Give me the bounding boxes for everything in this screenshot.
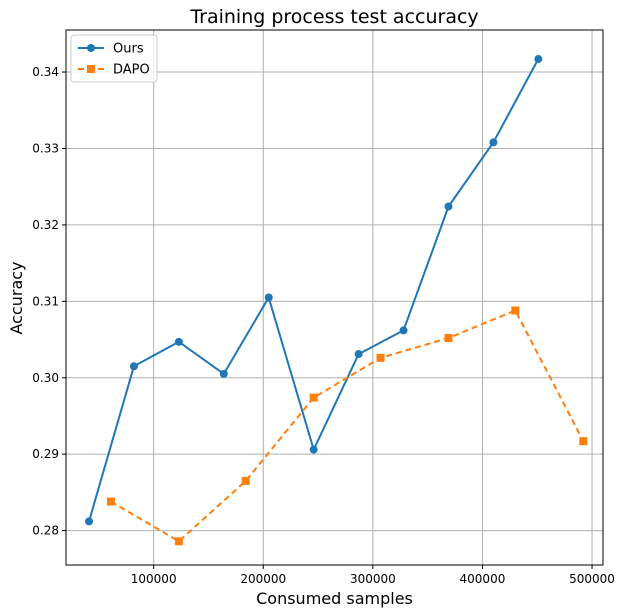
- y-tick-label: 0.28: [32, 524, 59, 538]
- y-tick-label: 0.30: [32, 371, 59, 385]
- data-point-ours: [219, 369, 228, 378]
- data-point-dapo: [511, 306, 520, 315]
- y-axis: 0.28 0.29 0.30 0.31 0.32 0.33 0.34: [32, 65, 66, 538]
- data-point-dapo: [174, 537, 183, 546]
- x-tick-label: 100000: [131, 572, 177, 586]
- plot-background: [66, 30, 603, 565]
- data-point-ours: [264, 293, 273, 302]
- legend-label-ours: Ours: [113, 42, 144, 57]
- x-tick-label: 400000: [460, 572, 506, 586]
- data-point-ours: [85, 517, 94, 526]
- data-point-ours: [309, 445, 318, 454]
- data-point-ours: [489, 138, 498, 147]
- data-point-dapo: [309, 393, 318, 402]
- legend-marker-dapo: [87, 65, 95, 73]
- legend: Ours DAPO: [70, 34, 158, 83]
- x-tick-label: 200000: [240, 572, 286, 586]
- data-point-ours: [444, 202, 453, 211]
- plot-frame: [65, 29, 604, 566]
- series-line-dapo: [110, 309, 585, 543]
- data-point-ours: [174, 337, 183, 346]
- x-tick-label: 300000: [350, 572, 396, 586]
- data-point-dapo: [376, 353, 385, 362]
- y-tick-label: 0.31: [32, 294, 59, 308]
- y-tick-label: 0.33: [32, 141, 59, 155]
- data-point-dapo: [106, 497, 115, 506]
- series-layer: [85, 55, 588, 546]
- data-point-dapo: [579, 437, 588, 446]
- y-tick-label: 0.29: [32, 447, 59, 461]
- x-axis-title: Consumed samples: [256, 589, 413, 608]
- data-point-ours: [354, 350, 363, 359]
- data-point-ours: [129, 362, 138, 371]
- data-point-ours: [399, 326, 408, 335]
- chart-title: Training process test accuracy: [189, 6, 478, 28]
- y-tick-label: 0.32: [32, 218, 59, 232]
- legend-marker-ours: [87, 44, 95, 52]
- y-axis-title: Accuracy: [7, 261, 26, 334]
- data-point-dapo: [444, 334, 453, 343]
- y-tick-label: 0.34: [32, 65, 59, 79]
- legend-label-dapo: DAPO: [113, 63, 150, 78]
- data-point-ours: [534, 55, 543, 64]
- data-point-dapo: [241, 476, 250, 485]
- x-axis: 100000 200000 300000 400000 500000: [131, 565, 615, 586]
- x-tick-label: 500000: [569, 572, 615, 586]
